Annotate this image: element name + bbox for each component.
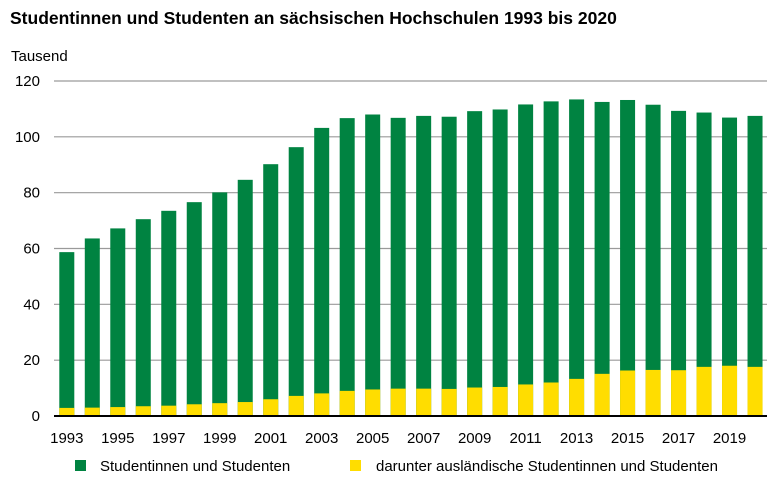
bar-total [594,101,610,416]
y-tick-label: 60 [23,241,40,258]
bar-total [59,252,75,416]
bar-foreign [365,389,381,416]
legend-swatch [75,460,86,471]
bar-foreign [620,370,636,416]
y-tick-label: 40 [23,296,40,313]
x-tick-label: 1993 [50,430,83,447]
x-tick-label: 1997 [152,430,185,447]
bar-total [416,115,432,416]
bar-total [747,115,763,416]
bar-total [620,99,636,416]
x-tick-label: 2017 [662,430,695,447]
y-tick-label: 80 [23,185,40,202]
bar-foreign [84,407,100,416]
bar-total [569,99,585,417]
x-tick-label: 2009 [458,430,491,447]
bar-total [84,238,100,416]
bar-foreign [747,366,763,416]
x-tick-label: 2001 [254,430,287,447]
bar-total [237,179,253,416]
bar-foreign [339,390,355,416]
bar-foreign [390,388,406,416]
bar-foreign [314,393,330,416]
y-tick-label: 100 [15,129,40,146]
x-tick-label: 2019 [713,430,746,447]
bar-total [518,104,534,416]
bar-foreign [416,388,432,416]
x-tick-label: 2013 [560,430,593,447]
x-tick-label: 1995 [101,430,134,447]
bar-foreign [288,395,304,416]
legend-label: darunter ausländische Studentinnen und S… [376,458,718,475]
bar-total [288,147,304,416]
bar-total [441,116,457,416]
bar-total [161,210,177,416]
bar-foreign [237,402,253,416]
bar-total [390,117,406,416]
bar-total [212,192,228,416]
bar-foreign [543,382,559,416]
x-tick-label: 2007 [407,430,440,447]
y-tick-label: 20 [23,352,40,369]
chart-title: Studentinnen und Studenten an sächsische… [10,8,617,28]
bar-foreign [696,366,712,416]
bar-foreign [135,406,151,416]
bar-foreign [161,405,177,416]
x-tick-label: 1999 [203,430,236,447]
x-tick-label: 2015 [611,430,644,447]
legend-label: Studentinnen und Studenten [100,458,290,475]
bar-total [492,109,508,416]
legend-swatch [350,460,361,471]
bar-total [135,219,151,416]
bar-foreign [722,365,738,416]
bar-total [467,111,483,417]
bar-total [186,202,202,416]
bar-total [671,110,687,416]
bar-foreign [594,373,610,416]
bar-total [339,118,355,417]
y-tick-label: 0 [32,408,40,425]
bar-foreign [186,404,202,416]
bar-foreign [645,369,661,416]
bar-foreign [441,388,457,416]
x-tick-label: 2003 [305,430,338,447]
bar-total [365,114,381,416]
bar-total [543,101,559,417]
bar-foreign [110,407,126,416]
bar-total [110,228,126,416]
bar-total [314,127,330,417]
bar-foreign [569,378,585,416]
x-tick-label: 2005 [356,430,389,447]
bar-total [722,117,738,416]
y-axis-label: Tausend [11,48,68,65]
bar-total [696,112,712,416]
bar-foreign [518,384,534,416]
bar-total [645,104,661,417]
bar-foreign [467,387,483,416]
bar-total [263,164,279,416]
bar-foreign [263,399,279,416]
bar-foreign [59,407,75,416]
y-tick-label: 120 [15,73,40,90]
x-tick-label: 2011 [509,430,541,447]
bar-foreign [212,403,228,416]
bar-foreign [492,386,508,416]
bar-foreign [671,370,687,416]
